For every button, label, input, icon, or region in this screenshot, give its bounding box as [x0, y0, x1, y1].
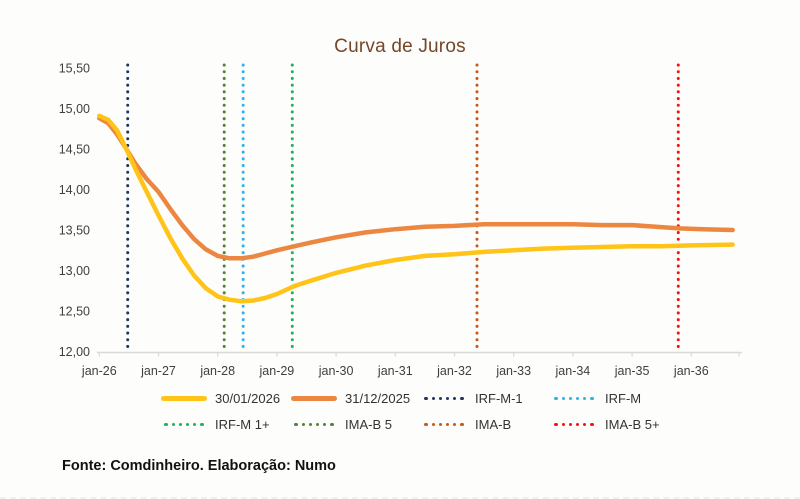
x-axis-label: jan-33 [495, 364, 531, 378]
x-axis-label: jan-28 [199, 364, 235, 378]
chart-title: Curva de Juros [334, 36, 466, 57]
x-axis-label: jan-26 [81, 364, 117, 378]
legend-label: IMA-B 5+ [605, 417, 660, 432]
legend-line-swatch [290, 396, 338, 401]
x-axis-label: jan-30 [318, 364, 354, 378]
x-axis-label: jan-27 [140, 364, 176, 378]
legend-item-ima-b-5: IMA-B 5 [290, 414, 420, 435]
legend-label: IMA-B 5 [345, 417, 392, 432]
legend-dots-swatch [420, 422, 468, 427]
legend-label: IRF-M 1+ [215, 417, 270, 432]
x-axis-label: jan-32 [436, 364, 472, 378]
y-axis-label: 14,00 [59, 183, 90, 197]
chart-legend: 30/01/2026 31/12/2025 IRF-M-1 IRF-M IRF-M 1+… [160, 388, 680, 435]
legend-item-31-12-2025: 31/12/2025 [290, 388, 420, 409]
legend-label: IRF-M-1 [475, 391, 523, 406]
legend-label: 30/01/2026 [215, 391, 281, 406]
legend-dots-swatch [550, 396, 598, 401]
legend-item-ima-b-5-: IMA-B 5+ [550, 414, 680, 435]
legend-item-30-01-2026: 30/01/2026 [160, 388, 290, 409]
legend-item-irf-m: IRF-M [550, 388, 680, 409]
legend-dots-swatch [160, 422, 208, 427]
x-axis-label: jan-34 [555, 364, 591, 378]
legend-dots-swatch [290, 422, 338, 427]
y-axis-label: 12,50 [59, 305, 90, 319]
y-axis-label: 12,00 [59, 345, 90, 359]
series-line-31-12-2025 [97, 115, 735, 261]
legend-dots-swatch [550, 422, 598, 427]
source-note: Fonte: Comdinheiro. Elaboração: Numo [62, 458, 336, 474]
y-axis-label: 15,00 [59, 102, 90, 116]
x-axis-label: jan-29 [259, 364, 295, 378]
legend-label: IMA-B [475, 417, 512, 432]
legend-label: IRF-M [605, 391, 642, 406]
series-line-30-01-2026 [97, 113, 735, 304]
legend-item-ima-b: IMA-B [420, 414, 550, 435]
legend-label: 31/12/2025 [345, 391, 411, 406]
x-axis-label: jan-36 [673, 364, 709, 378]
legend-item-irf-m-1-: IRF-M 1+ [160, 414, 290, 435]
y-axis-label: 15,50 [59, 62, 90, 76]
legend-dots-swatch [420, 396, 468, 401]
x-axis-label: jan-31 [377, 364, 413, 378]
y-axis-label: 13,00 [59, 264, 90, 278]
legend-item-irf-m-1: IRF-M-1 [420, 388, 550, 409]
x-axis-label: jan-35 [614, 364, 650, 378]
y-axis-label: 14,50 [59, 143, 90, 157]
bottom-divider [0, 497, 800, 499]
legend-line-swatch [160, 396, 208, 401]
y-axis-label: 13,50 [59, 224, 90, 238]
